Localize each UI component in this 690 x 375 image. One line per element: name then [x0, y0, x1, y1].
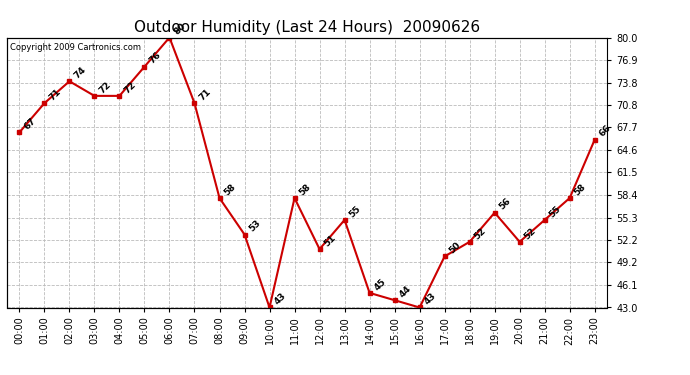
Text: 58: 58 [297, 182, 313, 197]
Text: 43: 43 [422, 291, 437, 307]
Text: 44: 44 [397, 284, 413, 299]
Text: 53: 53 [247, 219, 262, 234]
Text: 67: 67 [22, 116, 37, 132]
Text: 45: 45 [373, 277, 388, 292]
Text: 43: 43 [273, 291, 288, 307]
Text: 55: 55 [347, 204, 362, 219]
Text: 74: 74 [72, 65, 88, 81]
Title: Outdoor Humidity (Last 24 Hours)  20090626: Outdoor Humidity (Last 24 Hours) 2009062… [134, 20, 480, 35]
Text: 52: 52 [522, 226, 538, 241]
Text: 58: 58 [222, 182, 237, 197]
Text: 58: 58 [573, 182, 588, 197]
Text: 66: 66 [598, 124, 613, 139]
Text: 50: 50 [447, 240, 462, 256]
Text: 72: 72 [122, 80, 137, 95]
Text: 52: 52 [473, 226, 488, 241]
Text: 76: 76 [147, 51, 163, 66]
Text: Copyright 2009 Cartronics.com: Copyright 2009 Cartronics.com [10, 43, 141, 52]
Text: 71: 71 [197, 87, 213, 102]
Text: 72: 72 [97, 80, 112, 95]
Text: 71: 71 [47, 87, 63, 102]
Text: 56: 56 [497, 196, 513, 212]
Text: 55: 55 [547, 204, 562, 219]
Text: 80: 80 [172, 22, 188, 37]
Text: 51: 51 [322, 233, 337, 248]
